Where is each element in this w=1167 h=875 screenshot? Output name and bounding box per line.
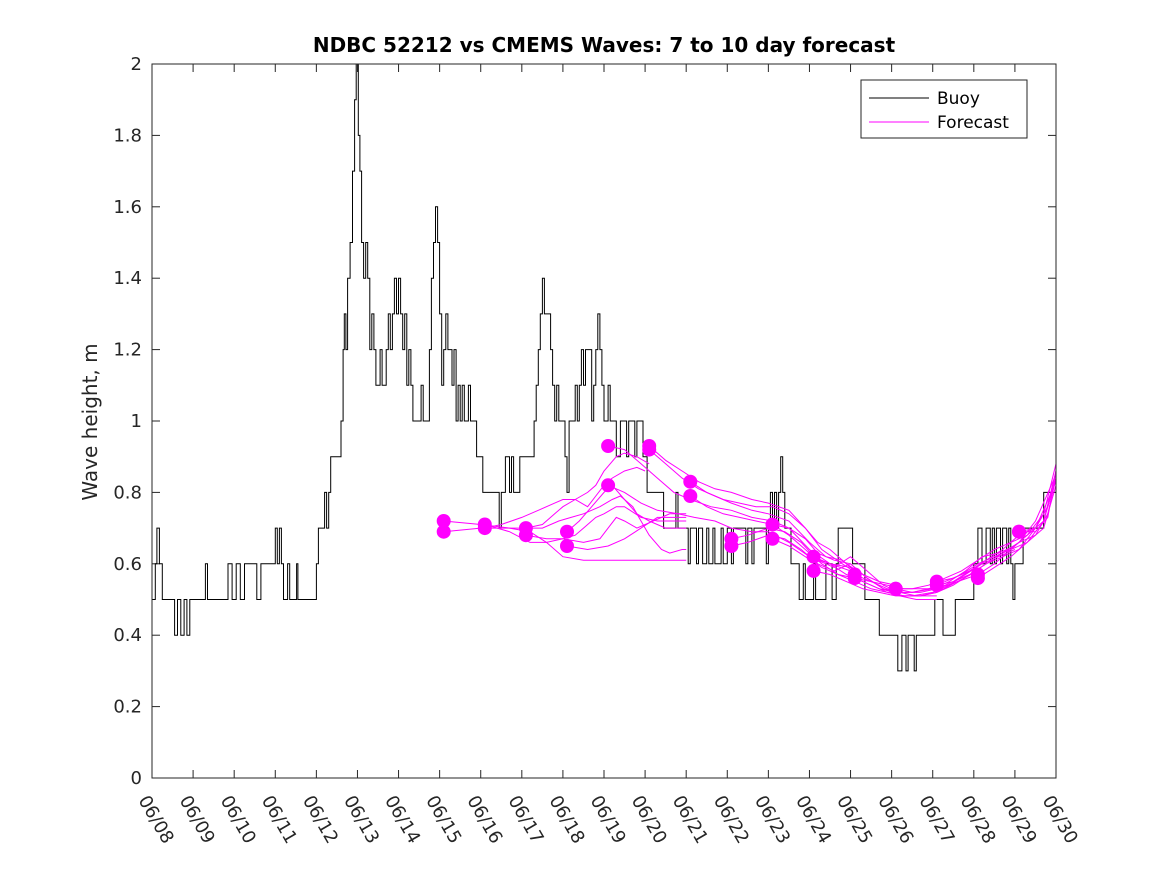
x-tick-label: 06/10 [216, 792, 260, 847]
forecast-start-marker [847, 571, 862, 586]
forecast-line [977, 477, 1057, 575]
y-tick-label: 0.2 [113, 697, 142, 718]
x-tick-label: 06/13 [339, 792, 383, 847]
forecast-line [690, 495, 901, 593]
forecast-start-marker [929, 578, 944, 593]
x-tick-label: 06/21 [668, 792, 712, 847]
y-tick-label: 1.6 [113, 197, 142, 218]
x-tick-label: 06/17 [503, 792, 547, 847]
x-tick-label: 06/23 [750, 792, 794, 847]
x-tick-label: 06/27 [914, 792, 958, 847]
y-tick-label: 0.4 [113, 625, 142, 646]
legend-forecast-label: Forecast [937, 113, 1009, 133]
forecast-line [854, 481, 1057, 597]
forecast-line [813, 545, 1016, 593]
forecast-line [443, 495, 687, 554]
x-tick-label: 06/29 [997, 792, 1041, 847]
chart-title: NDBC 52212 vs CMEMS Waves: 7 to 10 day f… [313, 33, 896, 57]
forecast-start-marker [601, 439, 616, 453]
y-tick-label: 2 [131, 54, 142, 75]
forecast-line [977, 485, 1057, 579]
y-tick-label: 1.2 [113, 340, 142, 361]
x-tick-label: 06/22 [709, 792, 753, 847]
forecast-line [607, 445, 851, 568]
y-tick-label: 1.8 [113, 125, 142, 146]
forecast-start-marker [765, 517, 780, 532]
forecast-line [895, 463, 1057, 590]
x-tick-label: 06/14 [380, 792, 424, 847]
forecast-line [1019, 470, 1057, 533]
forecast-line [484, 506, 687, 543]
legend-buoy-label: Buoy [937, 89, 980, 109]
forecast-start-marker [765, 531, 780, 546]
x-tick-label: 06/28 [955, 792, 999, 847]
buoy-series [152, 63, 1057, 672]
plot-frame [151, 63, 1057, 779]
forecast-start-marker [1012, 524, 1026, 539]
x-tick-label: 06/26 [873, 792, 917, 847]
forecast-line [525, 513, 687, 543]
forecast-start-marker [436, 514, 451, 528]
forecast-series [436, 439, 1057, 600]
buoy-line [152, 63, 1057, 672]
forecast-start-marker [683, 474, 698, 489]
x-tick-label: 06/12 [298, 792, 342, 847]
y-tick-label: 0.8 [113, 482, 142, 503]
forecast-start-marker [436, 524, 451, 539]
forecast-start-marker [601, 478, 616, 493]
y-tick-label: 0 [131, 768, 142, 789]
forecast-line [895, 470, 1057, 593]
x-tick-label: 06/25 [832, 792, 876, 847]
forecast-line [525, 452, 650, 529]
forecast-start-marker [683, 489, 698, 503]
axis-ticks: 00.20.40.60.811.21.41.61.8206/0806/0906/… [113, 54, 1081, 847]
y-tick-label: 0.6 [113, 554, 142, 575]
x-tick-label: 06/09 [175, 792, 219, 847]
x-tick-label: 06/19 [586, 792, 630, 847]
x-tick-label: 06/24 [791, 792, 835, 847]
x-tick-label: 06/20 [627, 792, 671, 847]
forecast-start-marker [970, 571, 985, 586]
forecast-start-marker [806, 549, 821, 564]
x-tick-label: 06/11 [257, 792, 301, 847]
forecast-start-marker [477, 521, 492, 536]
forecast-start-marker [724, 539, 739, 553]
forecast-line [443, 520, 687, 561]
legend-box [860, 79, 1028, 139]
x-tick-label: 06/15 [421, 792, 465, 847]
forecast-line [566, 484, 687, 533]
y-axis-label: Wave height, m [78, 343, 102, 500]
y-tick-label: 1.4 [113, 268, 142, 289]
forecast-start-marker [518, 528, 533, 543]
x-tick-label: 06/08 [134, 792, 178, 847]
x-tick-label: 06/30 [1038, 792, 1082, 847]
forecast-line [854, 474, 1057, 593]
forecast-start-marker [806, 563, 821, 578]
forecast-line [731, 527, 937, 597]
forecast-line [566, 516, 687, 551]
y-tick-label: 1 [131, 411, 142, 432]
forecast-start-marker [888, 581, 903, 596]
forecast-start-marker [560, 539, 574, 553]
x-tick-label: 06/18 [545, 792, 589, 847]
x-tick-label: 06/16 [462, 792, 506, 847]
forecast-start-marker [560, 524, 574, 539]
forecast-line [484, 466, 646, 529]
forecast-start-marker [642, 442, 657, 457]
forecast-line [648, 445, 860, 575]
legend: Buoy Forecast [860, 79, 1028, 139]
